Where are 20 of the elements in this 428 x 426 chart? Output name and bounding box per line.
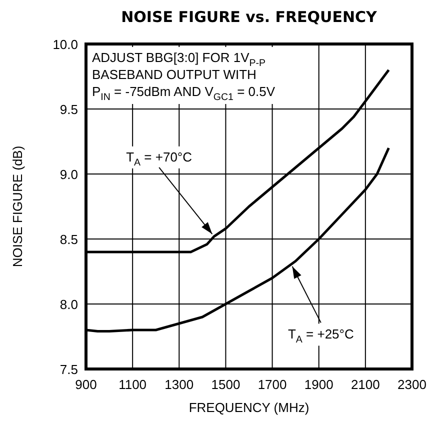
x-tick-label: 2300	[398, 377, 426, 392]
x-tick-label: 900	[75, 377, 97, 392]
x-tick-label: 1700	[258, 377, 287, 392]
x-tick-label: 1300	[164, 377, 194, 392]
annotation: ADJUST BBG[3:0] FOR 1V$_{P-P}$ BASEBAND OUTPUT WITH P$_{IN}$ = -75dBm AND V$_{GC1}$ = 0.5V	[92, 50, 276, 103]
annotation: T$_{A}$ = +25°C	[288, 326, 354, 346]
y-tick-label: 9.0	[60, 167, 78, 182]
y-tick-label: 9.5	[60, 102, 78, 117]
annotation: T$_{A}$ = +70°C	[126, 149, 192, 168]
chart-title: NOISE FIGURE vs. FREQUENCY	[121, 8, 378, 26]
x-tick-label: 1900	[304, 377, 334, 392]
y-axis-title: NOISE FIGURE (dB)	[10, 146, 25, 268]
y-tick-label: 7.5	[60, 362, 78, 377]
y-tick-label: 8.0	[60, 297, 78, 312]
x-axis-title: FREQUENCY (MHz)	[188, 400, 310, 415]
x-tick-label: 1500	[211, 377, 240, 392]
y-tick-label: 8.5	[60, 232, 78, 247]
x-tick-label: 2100	[350, 377, 380, 392]
y-tick-label: 10.0	[52, 37, 78, 52]
x-tick-label: 1100	[118, 377, 147, 392]
